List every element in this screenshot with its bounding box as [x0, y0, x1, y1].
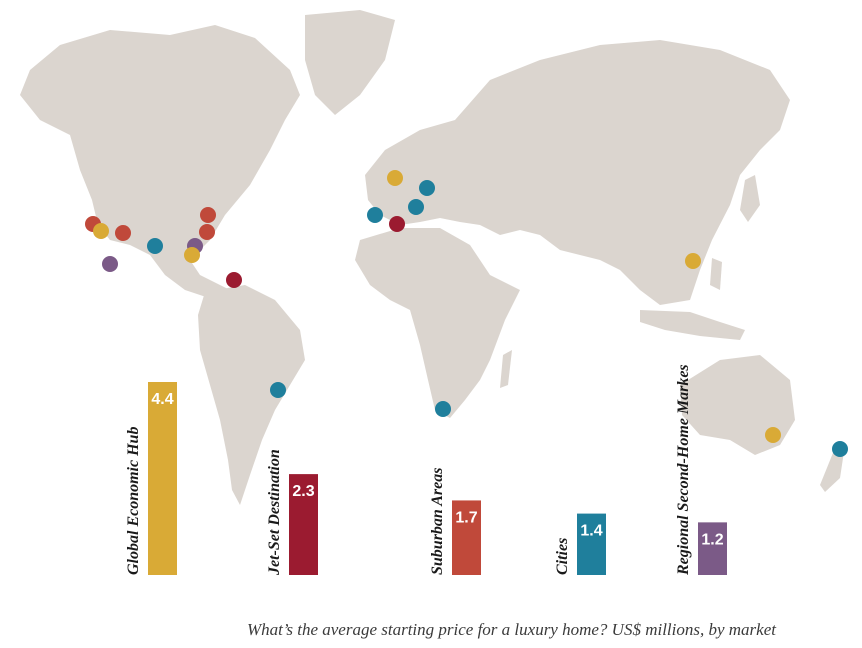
market-dot-cities: [435, 401, 451, 417]
market-dot-global-economic-hub: [765, 427, 781, 443]
bar-value-label: 1.4: [580, 523, 602, 540]
market-dot-global-economic-hub: [184, 247, 200, 263]
south-america-landmass: [198, 285, 305, 505]
bar-suburban-areas: [452, 500, 481, 575]
bar-global-economic-hub: [148, 382, 177, 575]
bar-cities: [577, 513, 606, 575]
market-dot-jet-set-destination: [226, 272, 242, 288]
category-label: Global Economic Hub: [125, 427, 142, 575]
bar-value-label: 2.3: [292, 483, 314, 500]
category-label: Cities: [554, 538, 571, 575]
land-masses: [20, 10, 845, 505]
philippines-landmass: [710, 258, 722, 290]
category-label: Jet-Set Destination: [266, 449, 283, 576]
bar-regional-second-home-markes: [698, 522, 727, 575]
market-dot-cities: [270, 382, 286, 398]
chart-caption: What’s the average starting price for a …: [247, 620, 776, 639]
australia-landmass: [680, 355, 795, 455]
bar-group-global-economic-hub: 4.4 Global Economic Hub: [125, 382, 177, 575]
market-dot-jet-set-destination: [389, 216, 405, 232]
bar-group-regional-second-home-markes: 1.2 Regional Second-Home Markes: [675, 364, 727, 576]
market-dot-suburban-areas: [115, 225, 131, 241]
bar-group-jet-set-destination: 2.3 Jet-Set Destination: [266, 449, 318, 576]
market-markers: [85, 170, 848, 457]
north-america-landmass: [20, 25, 300, 310]
market-dot-global-economic-hub: [387, 170, 403, 186]
market-dot-cities: [419, 180, 435, 196]
bar-jet-set-destination: [289, 474, 318, 575]
market-dot-global-economic-hub: [93, 223, 109, 239]
bar-value-label: 4.4: [151, 391, 173, 408]
market-dot-cities: [408, 199, 424, 215]
market-dot-suburban-areas: [199, 224, 215, 240]
market-dot-global-economic-hub: [685, 253, 701, 269]
market-dot-suburban-areas: [200, 207, 216, 223]
category-label: Regional Second-Home Markes: [675, 364, 692, 576]
category-label: Suburban Areas: [429, 468, 446, 575]
bar-value-label: 1.2: [701, 531, 723, 548]
africa-landmass: [355, 228, 520, 418]
bar-group-suburban-areas: 1.7 Suburban Areas: [429, 468, 481, 575]
madagascar-landmass: [500, 350, 512, 388]
market-dot-cities: [832, 441, 848, 457]
market-dot-cities: [367, 207, 383, 223]
market-dot-regional-second-home-markes: [102, 256, 118, 272]
bar-value-label: 1.7: [455, 509, 477, 526]
indonesia-landmass: [640, 310, 745, 340]
market-dot-cities: [147, 238, 163, 254]
greenland-landmass: [305, 10, 395, 115]
japan-landmass: [740, 175, 760, 222]
bar-group-cities: 1.4 Cities: [554, 513, 606, 575]
eurasia-landmass: [365, 40, 790, 305]
